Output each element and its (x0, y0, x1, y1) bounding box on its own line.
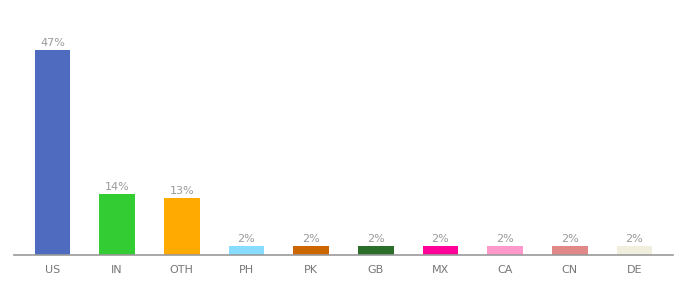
Bar (164, 198, 199, 255)
Text: 13%: 13% (169, 186, 194, 196)
Text: 47%: 47% (40, 38, 65, 48)
Bar (617, 246, 652, 255)
Bar (358, 246, 394, 255)
Bar (228, 246, 265, 255)
Text: 2%: 2% (302, 234, 320, 244)
Bar (552, 246, 588, 255)
Text: 2%: 2% (626, 234, 643, 244)
Text: 2%: 2% (237, 234, 255, 244)
Bar (293, 246, 329, 255)
Bar (488, 246, 523, 255)
Text: 14%: 14% (105, 182, 129, 192)
Text: 2%: 2% (561, 234, 579, 244)
Text: 2%: 2% (367, 234, 385, 244)
Text: 2%: 2% (432, 234, 449, 244)
Bar (422, 246, 458, 255)
Bar (99, 194, 135, 255)
Text: 2%: 2% (496, 234, 514, 244)
Bar (35, 50, 70, 255)
